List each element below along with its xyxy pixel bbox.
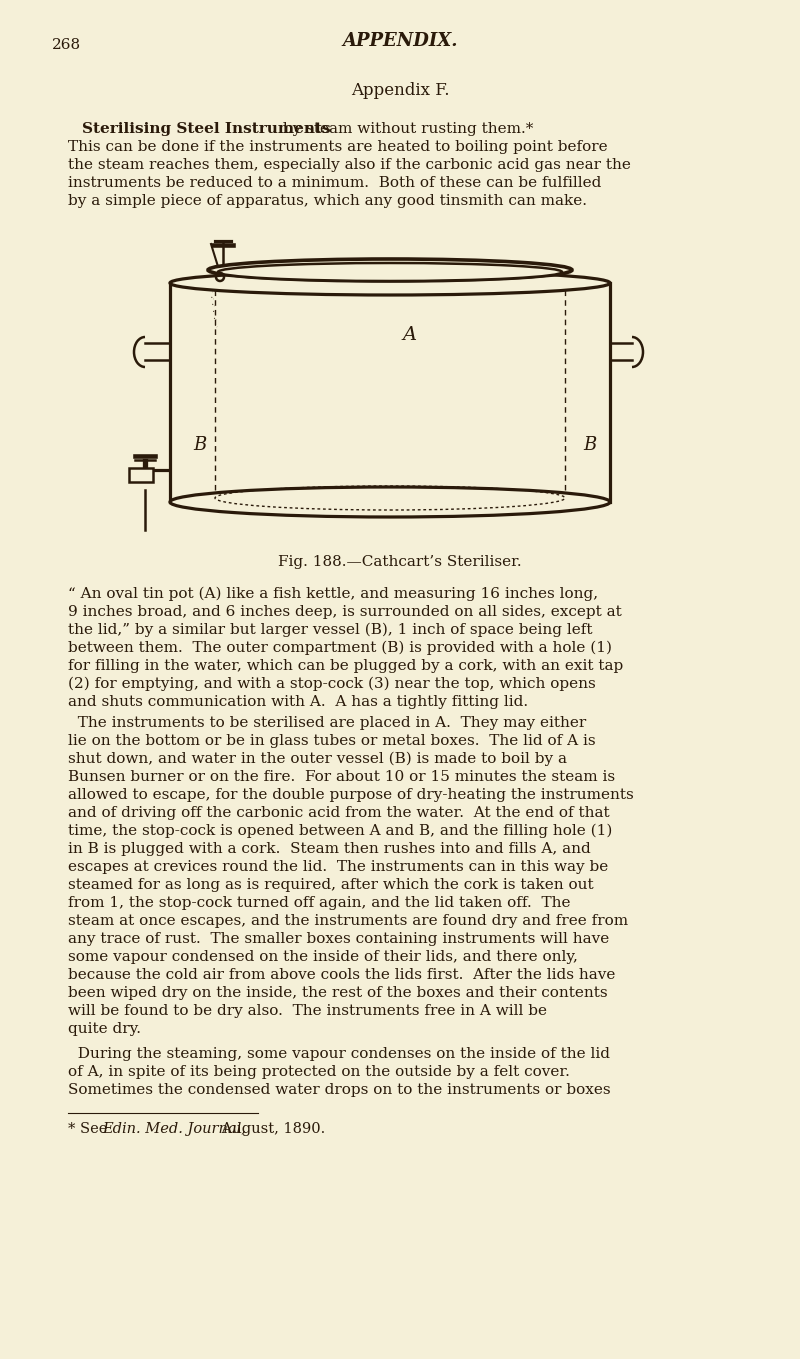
Text: time, the stop-cock is opened between A and B, and the filling hole (1): time, the stop-cock is opened between A … — [68, 824, 612, 839]
Text: 268: 268 — [52, 38, 81, 52]
Text: by steam without rusting them.*: by steam without rusting them.* — [278, 122, 534, 136]
Text: steamed for as long as is required, after which the cork is taken out: steamed for as long as is required, afte… — [68, 878, 594, 892]
Text: because the cold air from above cools the lids first.  After the lids have: because the cold air from above cools th… — [68, 968, 615, 983]
Text: quite dry.: quite dry. — [68, 1022, 141, 1036]
Text: “ An oval tin pot (A) like a fish kettle, and measuring 16 inches long,: “ An oval tin pot (A) like a fish kettle… — [68, 587, 598, 602]
Text: steam at once escapes, and the instruments are found dry and free from: steam at once escapes, and the instrumen… — [68, 915, 628, 928]
Text: B: B — [583, 436, 597, 454]
Text: the lid,” by a similar but larger vessel (B), 1 inch of space being left: the lid,” by a similar but larger vessel… — [68, 622, 593, 637]
Text: 9 inches broad, and 6 inches deep, is surrounded on all sides, except at: 9 inches broad, and 6 inches deep, is su… — [68, 605, 622, 618]
Text: August, 1890.: August, 1890. — [217, 1123, 326, 1136]
Text: any trace of rust.  The smaller boxes containing instruments will have: any trace of rust. The smaller boxes con… — [68, 932, 610, 946]
Text: of A, in spite of its being protected on the outside by a felt cover.: of A, in spite of its being protected on… — [68, 1065, 570, 1079]
Text: some vapour condensed on the inside of their lids, and there only,: some vapour condensed on the inside of t… — [68, 950, 578, 964]
Text: between them.  The outer compartment (B) is provided with a hole (1): between them. The outer compartment (B) … — [68, 641, 612, 655]
Text: Edin. Med. Journal,: Edin. Med. Journal, — [102, 1123, 246, 1136]
Text: Appendix F.: Appendix F. — [350, 82, 450, 99]
Text: Sterilising Steel Instruments: Sterilising Steel Instruments — [82, 122, 330, 136]
Text: instruments be reduced to a minimum.  Both of these can be fulfilled: instruments be reduced to a minimum. Bot… — [68, 177, 602, 190]
Text: the steam reaches them, especially also if the carbonic acid gas near the: the steam reaches them, especially also … — [68, 158, 631, 173]
Text: been wiped dry on the inside, the rest of the boxes and their contents: been wiped dry on the inside, the rest o… — [68, 987, 608, 1000]
Ellipse shape — [208, 260, 572, 281]
Text: by a simple piece of apparatus, which any good tinsmith can make.: by a simple piece of apparatus, which an… — [68, 194, 587, 208]
Text: lie on the bottom or be in glass tubes or metal boxes.  The lid of A is: lie on the bottom or be in glass tubes o… — [68, 734, 596, 747]
Text: shut down, and water in the outer vessel (B) is made to boil by a: shut down, and water in the outer vessel… — [68, 752, 567, 766]
Ellipse shape — [218, 264, 562, 281]
Text: Bunsen burner or on the fire.  For about 10 or 15 minutes the steam is: Bunsen burner or on the fire. For about … — [68, 771, 615, 784]
Ellipse shape — [170, 487, 610, 516]
Text: A: A — [403, 326, 417, 344]
Text: from 1, the stop-cock turned off again, and the lid taken off.  The: from 1, the stop-cock turned off again, … — [68, 896, 570, 911]
Text: Fig. 188.—Cathcart’s Steriliser.: Fig. 188.—Cathcart’s Steriliser. — [278, 554, 522, 569]
Text: will be found to be dry also.  The instruments free in A will be: will be found to be dry also. The instru… — [68, 1004, 547, 1018]
Text: and of driving off the carbonic acid from the water.  At the end of that: and of driving off the carbonic acid fro… — [68, 806, 610, 819]
Text: Sometimes the condensed water drops on to the instruments or boxes: Sometimes the condensed water drops on t… — [68, 1083, 610, 1097]
Text: During the steaming, some vapour condenses on the inside of the lid: During the steaming, some vapour condens… — [68, 1046, 610, 1061]
Text: The instruments to be sterilised are placed in A.  They may either: The instruments to be sterilised are pla… — [68, 716, 586, 730]
Text: for filling in the water, which can be plugged by a cork, with an exit tap: for filling in the water, which can be p… — [68, 659, 623, 673]
Text: * See: * See — [68, 1123, 112, 1136]
Text: and shuts communication with A.  A has a tightly fitting lid.: and shuts communication with A. A has a … — [68, 694, 528, 709]
Text: This can be done if the instruments are heated to boiling point before: This can be done if the instruments are … — [68, 140, 608, 154]
Text: allowed to escape, for the double purpose of dry-heating the instruments: allowed to escape, for the double purpos… — [68, 788, 634, 802]
Text: APPENDIX.: APPENDIX. — [342, 33, 458, 50]
Bar — [129, 467, 153, 482]
Text: B: B — [194, 436, 206, 454]
Text: escapes at crevices round the lid.  The instruments can in this way be: escapes at crevices round the lid. The i… — [68, 860, 608, 874]
Ellipse shape — [170, 270, 610, 295]
Text: in B is plugged with a cork.  Steam then rushes into and fills A, and: in B is plugged with a cork. Steam then … — [68, 843, 590, 856]
Text: (2) for emptying, and with a stop-cock (3) near the top, which opens: (2) for emptying, and with a stop-cock (… — [68, 677, 596, 692]
